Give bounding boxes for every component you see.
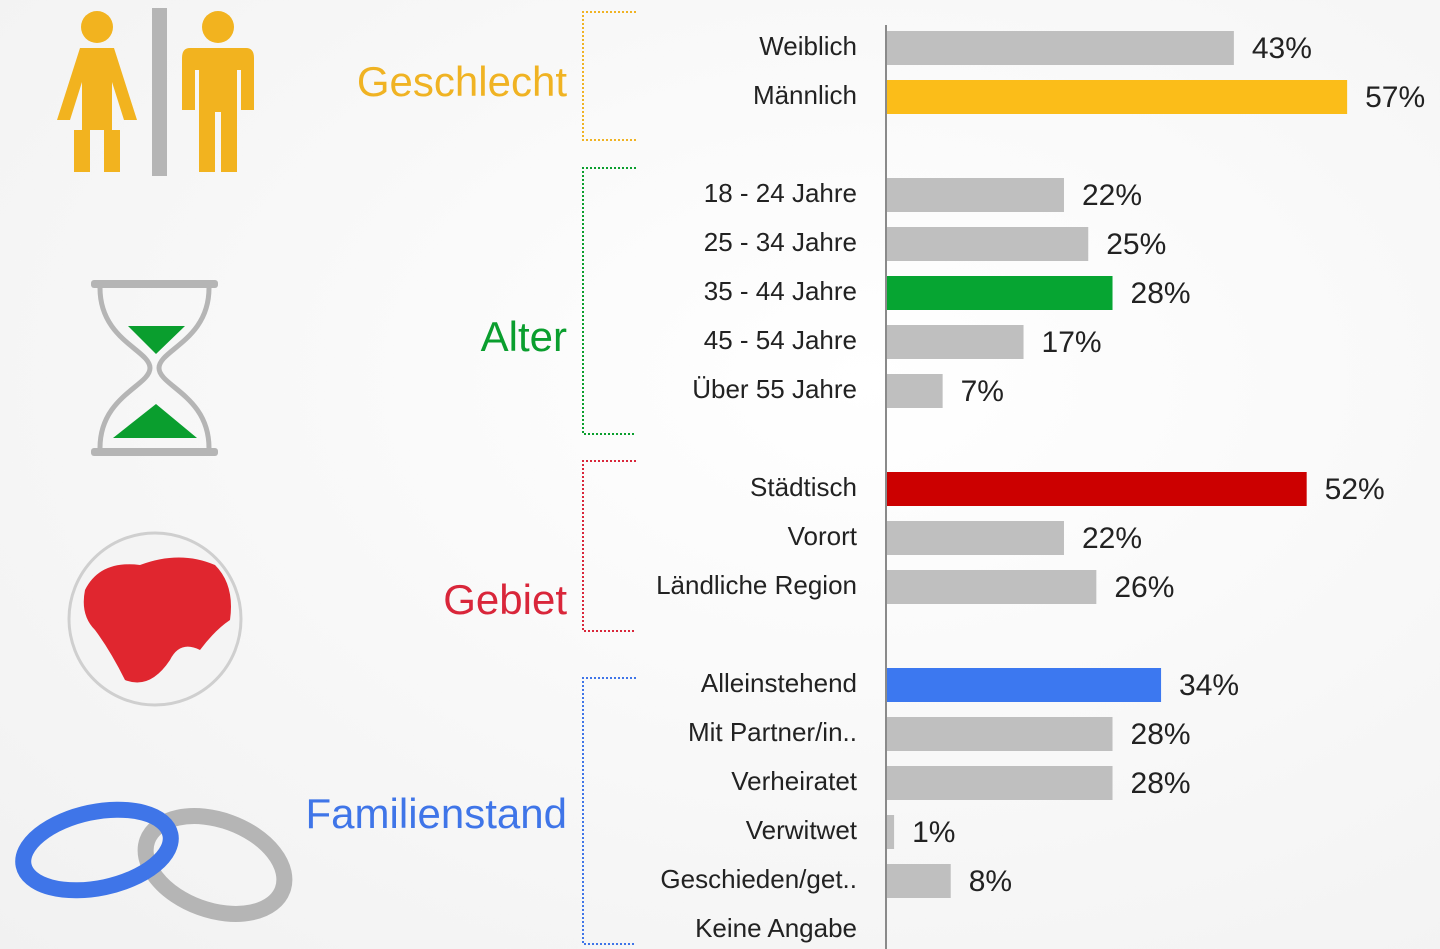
- category-label: Männlich: [753, 80, 857, 110]
- category-label: Städtisch: [750, 472, 857, 502]
- bar: [887, 668, 1162, 702]
- group-bracket: [582, 167, 636, 435]
- category-label: Verwitwet: [746, 815, 858, 845]
- category-label: 25 - 34 Jahre: [704, 227, 857, 257]
- bar: [887, 325, 1024, 359]
- value-label: 8%: [969, 865, 1012, 898]
- bar: [887, 864, 951, 898]
- bar: [887, 472, 1307, 506]
- category-label: 45 - 54 Jahre: [704, 325, 857, 355]
- value-label: 7%: [961, 375, 1004, 408]
- bar: [887, 178, 1064, 212]
- group-label: Gebiet: [443, 576, 567, 623]
- category-label: Mit Partner/in..: [688, 717, 857, 747]
- bar: [887, 374, 943, 408]
- category-label: Keine Angabe: [695, 913, 857, 943]
- category-label: Geschieden/get..: [660, 864, 857, 894]
- bar: [887, 717, 1113, 751]
- category-label: Vorort: [788, 521, 858, 551]
- category-label: 35 - 44 Jahre: [704, 276, 857, 306]
- icon-globe: [67, 531, 243, 707]
- value-label: 25%: [1106, 228, 1166, 261]
- icon-rings: [15, 801, 293, 922]
- group-bracket: [582, 677, 636, 945]
- bar: [887, 80, 1348, 114]
- value-label: 43%: [1252, 32, 1312, 65]
- bar: [887, 521, 1064, 555]
- value-label: 28%: [1131, 277, 1191, 310]
- category-label: Verheiratet: [731, 766, 858, 796]
- group-bracket: [582, 11, 636, 141]
- group-label: Geschlecht: [357, 58, 567, 105]
- value-label: 28%: [1131, 718, 1191, 751]
- category-label: 18 - 24 Jahre: [704, 178, 857, 208]
- value-label: 34%: [1179, 669, 1239, 702]
- value-label: 26%: [1114, 571, 1174, 604]
- group-label: Alter: [481, 313, 567, 360]
- value-label: 22%: [1082, 522, 1142, 555]
- bar: [887, 276, 1113, 310]
- category-label: Alleinstehend: [701, 668, 857, 698]
- bar: [887, 227, 1089, 261]
- value-label: 1%: [912, 816, 955, 849]
- icon-hourglass: [91, 280, 218, 456]
- value-label: 28%: [1131, 767, 1191, 800]
- category-label: Über 55 Jahre: [692, 374, 857, 404]
- category-label: Ländliche Region: [656, 570, 857, 600]
- bar: [887, 815, 895, 849]
- value-label: 22%: [1082, 179, 1142, 212]
- group-label: Familienstand: [306, 790, 567, 837]
- bar: [887, 766, 1113, 800]
- group-bracket: [582, 460, 636, 632]
- value-label: 52%: [1325, 473, 1385, 506]
- bar: [887, 570, 1097, 604]
- bar: [887, 31, 1234, 65]
- value-label: 17%: [1042, 326, 1102, 359]
- category-label: Weiblich: [759, 31, 857, 61]
- icon-gender: [57, 8, 254, 176]
- value-label: 57%: [1365, 81, 1425, 114]
